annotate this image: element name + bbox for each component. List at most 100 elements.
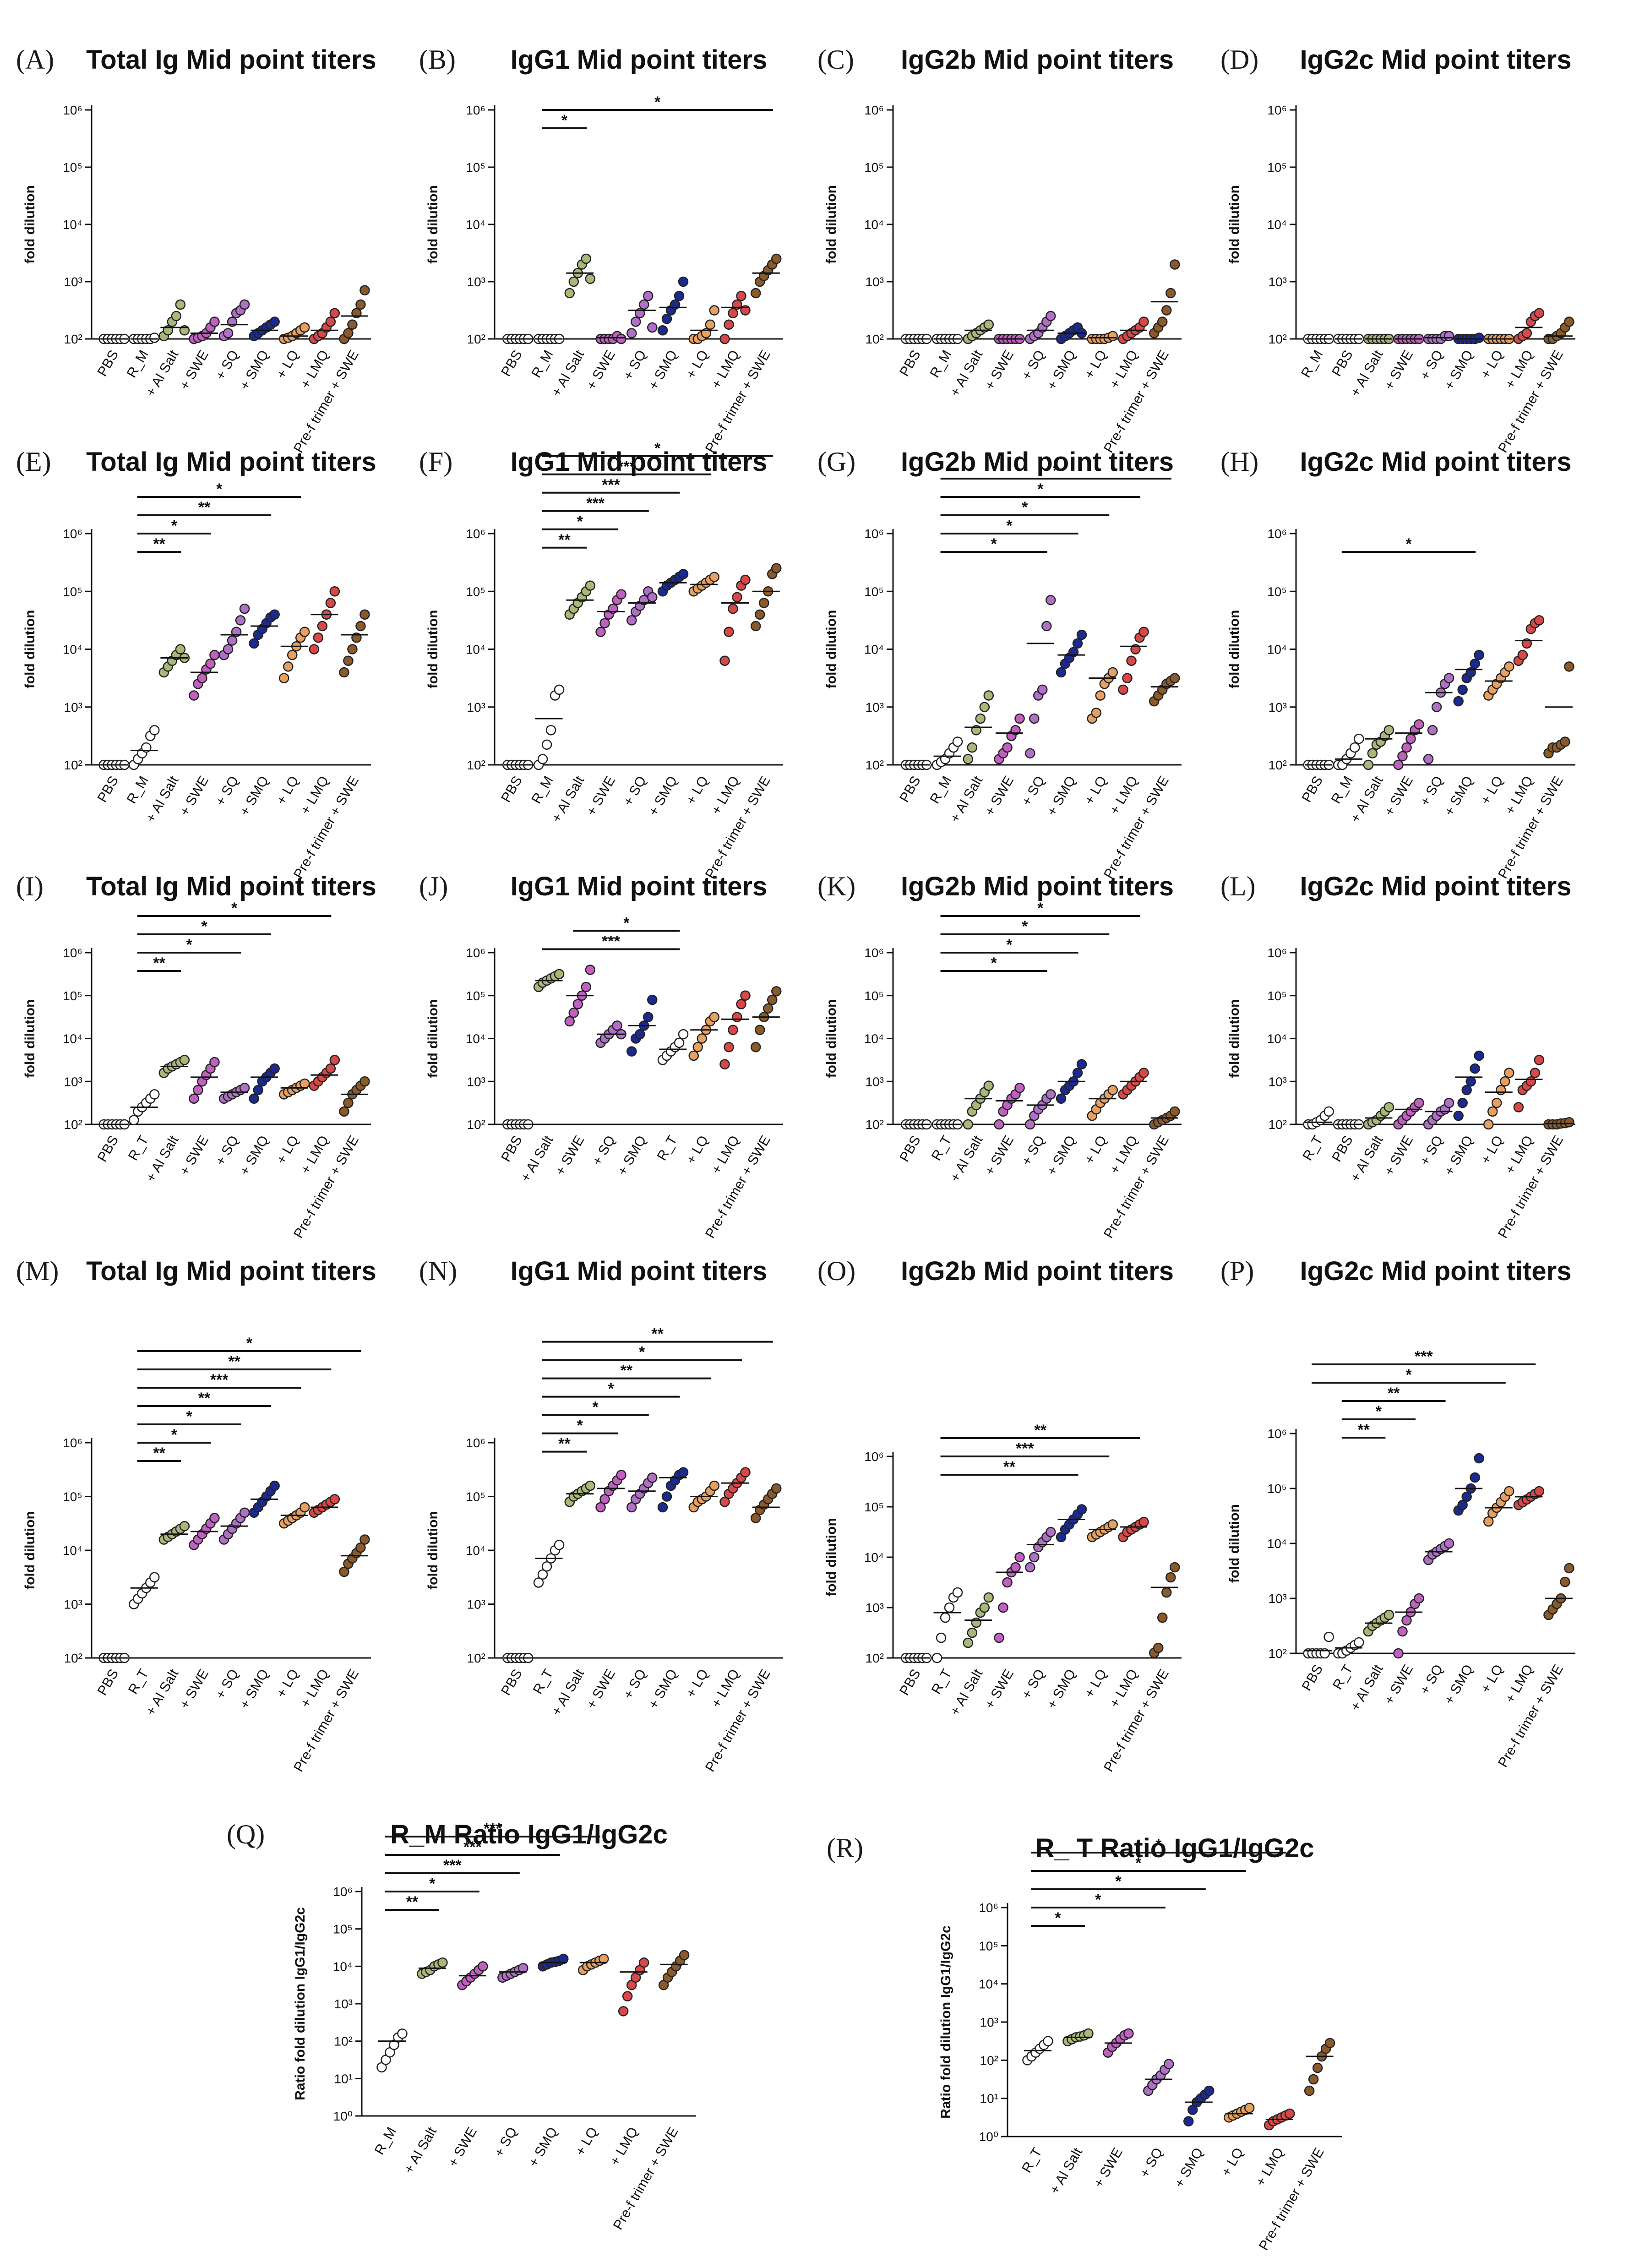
category-label: + LMQ xyxy=(1502,348,1536,391)
data-point xyxy=(983,1592,994,1603)
data-point xyxy=(952,736,963,747)
data-point xyxy=(616,333,626,344)
y-tick-label: 10¹ xyxy=(980,2092,998,2106)
data-point xyxy=(631,316,641,327)
data-point xyxy=(1405,733,1416,744)
significance-label: * xyxy=(1055,1909,1061,1927)
data-point xyxy=(1284,2108,1295,2119)
category-label: + LMQ xyxy=(1253,2145,1287,2189)
data-point xyxy=(1025,748,1035,758)
data-point xyxy=(1324,2038,1335,2049)
data-point xyxy=(750,288,761,299)
y-axis-label: fold dilution xyxy=(1227,999,1242,1078)
category-label: PBS xyxy=(897,1133,924,1164)
category-label: R_T xyxy=(929,1133,955,1163)
category-label: + SMQ xyxy=(1442,1133,1476,1178)
data-point xyxy=(554,1540,565,1550)
data-point xyxy=(339,1106,349,1117)
significance-label: * xyxy=(561,112,568,129)
data-point xyxy=(754,609,765,620)
data-point xyxy=(558,1953,569,1964)
y-tick-label: 10² xyxy=(334,2034,353,2049)
data-point xyxy=(1495,1085,1506,1096)
data-point xyxy=(994,1632,1004,1643)
data-point xyxy=(724,627,734,637)
data-point xyxy=(1503,1486,1514,1497)
data-point xyxy=(478,1961,488,1972)
significance-label: ** xyxy=(153,954,165,972)
data-point xyxy=(1414,719,1424,730)
data-point xyxy=(647,994,658,1005)
y-axis-label: fold dilution xyxy=(1227,610,1242,689)
category-label: + SMQ xyxy=(1044,348,1079,393)
significance-label: * xyxy=(991,954,997,972)
data-point xyxy=(1443,1097,1454,1108)
y-tick-label: 10⁴ xyxy=(864,1032,884,1046)
data-point xyxy=(657,325,668,336)
category-label: + LQ xyxy=(273,1133,302,1167)
panel-title: IgG2c Mid point titers xyxy=(1300,1256,1572,1286)
y-axis-label: Ratio fold dilution IgG1/IgG2c xyxy=(938,1925,953,2119)
data-point xyxy=(994,1119,1004,1130)
category-label: + SQ xyxy=(1019,1133,1048,1168)
category-label: PBS xyxy=(498,1667,525,1698)
data-point xyxy=(545,725,556,736)
y-axis-label: fold dilution xyxy=(425,1511,441,1590)
panel-j: (J) IgG1 Mid point titers fold dilution 10²… xyxy=(419,871,783,1241)
y-tick-label: 10³ xyxy=(467,700,485,714)
significance-label: ** xyxy=(558,531,571,549)
panel-f: (F) IgG1 Mid point titers fold dilution 10²… xyxy=(419,440,783,881)
panel-letter: (Q) xyxy=(227,1819,265,1849)
data-point xyxy=(193,1085,203,1096)
category-label: + SWE xyxy=(1381,774,1416,818)
significance-label: *** xyxy=(602,476,620,494)
data-point xyxy=(983,1080,994,1091)
significance-label: * xyxy=(1037,480,1044,498)
data-point xyxy=(175,644,186,654)
data-point xyxy=(709,1012,720,1022)
category-label: + Al Salt xyxy=(1047,2145,1085,2197)
data-point xyxy=(1138,627,1149,637)
data-point xyxy=(1169,673,1180,683)
data-point xyxy=(709,305,720,316)
category-label: R_M xyxy=(1298,348,1326,380)
category-label: + SMQ xyxy=(1044,1667,1079,1712)
significance-label: * xyxy=(171,1426,178,1444)
data-point xyxy=(1383,725,1394,736)
category-label: + SQ xyxy=(212,1667,241,1701)
significance-label: *** xyxy=(586,495,605,512)
data-point xyxy=(728,308,738,318)
y-axis-label: fold dilution xyxy=(22,185,38,264)
panel-title: Total Ig Mid point titers xyxy=(86,872,376,901)
data-point xyxy=(309,644,320,654)
significance-label: * xyxy=(231,900,238,917)
data-point xyxy=(227,635,238,646)
category-label: PBS xyxy=(897,1667,924,1698)
data-point xyxy=(175,299,186,310)
data-point xyxy=(347,319,358,330)
data-point xyxy=(1138,1516,1149,1527)
data-point xyxy=(626,1502,637,1513)
category-label: R_M xyxy=(1329,774,1356,806)
y-tick-label: 10² xyxy=(467,758,485,772)
category-label: PBS xyxy=(1299,1662,1326,1693)
data-point xyxy=(674,1037,685,1048)
category-label: R_T xyxy=(929,1667,955,1697)
data-point xyxy=(967,742,978,753)
y-tick-label: 10⁰ xyxy=(333,2109,353,2123)
data-point xyxy=(1414,1097,1424,1108)
data-point xyxy=(679,1950,690,1961)
category-label: + SMQ xyxy=(646,774,681,818)
panel-a: (A) Total Ig Mid point titers fold dilutio… xyxy=(16,44,376,455)
data-point xyxy=(1118,684,1128,695)
panel-letter: (O) xyxy=(817,1256,855,1286)
category-label: + SWE xyxy=(583,1667,618,1712)
data-point xyxy=(537,754,548,764)
data-point xyxy=(249,1093,259,1104)
data-point xyxy=(325,316,336,327)
significance-label: * xyxy=(1053,462,1059,480)
category-label: + LQ xyxy=(1082,774,1110,807)
data-point xyxy=(1474,649,1484,660)
category-label: + SWE xyxy=(177,348,212,393)
significance-label: * xyxy=(429,1875,436,1892)
